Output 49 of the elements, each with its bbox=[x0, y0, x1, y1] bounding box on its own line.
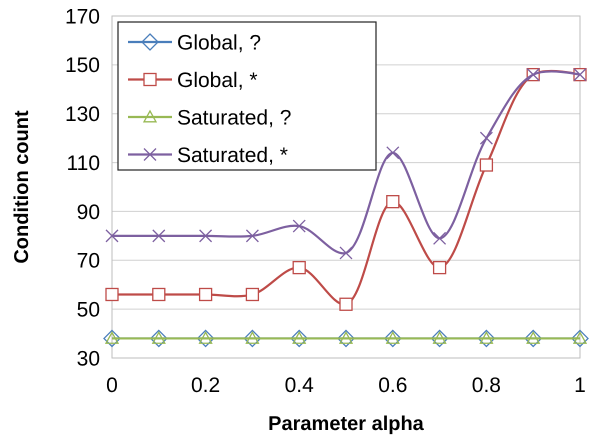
x-tick-label: 0.2 bbox=[191, 374, 220, 397]
point bbox=[432, 232, 446, 245]
legend-label: Saturated, ? bbox=[177, 106, 292, 130]
point bbox=[105, 288, 119, 302]
y-tick-label: 110 bbox=[66, 152, 100, 175]
x-tick-label: 1 bbox=[574, 374, 586, 397]
point bbox=[292, 260, 306, 274]
point bbox=[105, 229, 119, 243]
legend-label: Global, ? bbox=[177, 31, 262, 54]
point bbox=[198, 288, 212, 302]
legend-label: Saturated, * bbox=[177, 144, 288, 167]
point bbox=[150, 330, 168, 348]
point bbox=[571, 330, 589, 348]
y-tick-label: 170 bbox=[64, 5, 100, 28]
point bbox=[246, 288, 260, 302]
point bbox=[152, 288, 166, 302]
point bbox=[292, 219, 306, 233]
point bbox=[246, 229, 260, 243]
point bbox=[432, 260, 446, 274]
x-axis-title: Parameter alpha bbox=[268, 413, 425, 435]
point bbox=[478, 330, 496, 348]
point bbox=[386, 195, 400, 208]
y-tick-label: 30 bbox=[76, 347, 100, 370]
y-tick-label: 90 bbox=[76, 200, 100, 224]
point bbox=[339, 246, 353, 260]
point bbox=[386, 146, 400, 160]
x-tick-label: 0.6 bbox=[378, 374, 408, 397]
point bbox=[152, 229, 166, 243]
point bbox=[337, 330, 355, 348]
x-tick-label: 0 bbox=[106, 374, 118, 397]
x-tick-label: 0.8 bbox=[472, 374, 501, 397]
point bbox=[524, 330, 542, 348]
point bbox=[480, 131, 494, 145]
y-tick-label: 70 bbox=[76, 250, 100, 273]
point bbox=[196, 330, 214, 348]
point bbox=[198, 229, 212, 243]
point bbox=[384, 330, 402, 348]
y-tick-label: 50 bbox=[76, 298, 100, 322]
x-tick-label: 0.4 bbox=[284, 374, 314, 397]
point bbox=[244, 330, 262, 348]
legend-label: Global, * bbox=[177, 68, 258, 92]
y-tick-label: 130 bbox=[64, 103, 100, 126]
point bbox=[430, 330, 448, 348]
point bbox=[339, 298, 353, 311]
y-axis-title: Condition count bbox=[11, 110, 33, 264]
point bbox=[290, 330, 308, 348]
point bbox=[103, 330, 121, 348]
y-tick-label: 150 bbox=[64, 54, 100, 78]
point bbox=[480, 158, 494, 172]
